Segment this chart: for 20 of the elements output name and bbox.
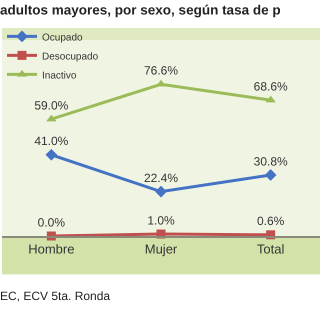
data-label: 1.0% bbox=[147, 213, 175, 228]
x-tick-label: Total bbox=[256, 242, 284, 257]
data-label: 68.6% bbox=[254, 79, 288, 94]
x-tick-label: Hombre bbox=[28, 242, 74, 257]
point bbox=[155, 186, 167, 198]
x-tick-label: Mujer bbox=[144, 242, 178, 257]
data-label: 41.0% bbox=[34, 134, 69, 148]
legend-label: Ocupado bbox=[42, 32, 84, 44]
data-label: 76.6% bbox=[144, 64, 178, 78]
data-label: 0.6% bbox=[256, 214, 285, 228]
data-label: 59.0% bbox=[34, 98, 69, 113]
text: EC, ECV 5ta. Ronda bbox=[0, 289, 110, 303]
data-label: 30.8% bbox=[254, 154, 288, 168]
point bbox=[45, 148, 58, 161]
data-label: 0.0% bbox=[38, 215, 66, 230]
legend-label: Desocupado bbox=[42, 51, 99, 62]
legend-label: Inactivo bbox=[42, 70, 77, 82]
data-label: 22.4% bbox=[144, 171, 178, 186]
point bbox=[264, 169, 277, 181]
chart-title: adultos mayores, por sexo, según tasa de p bbox=[0, 2, 281, 18]
